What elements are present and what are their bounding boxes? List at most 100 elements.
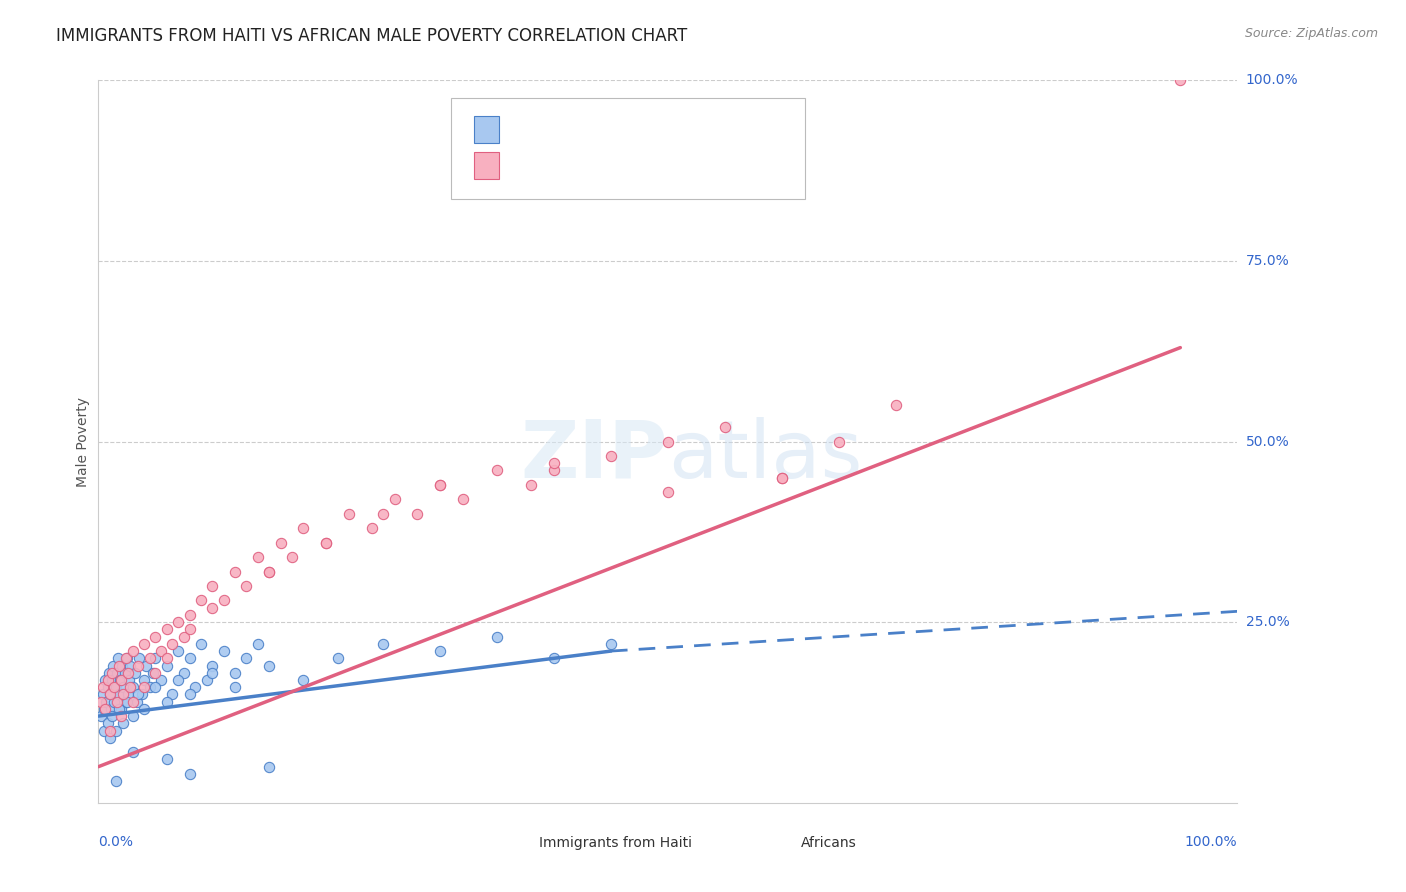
Point (451, 492, 474, 507)
Point (111, 658, 134, 673)
Point (600, 637, 623, 651)
Text: IMMIGRANTS FROM HAITI VS AFRICAN MALE POVERTY CORRELATION CHART: IMMIGRANTS FROM HAITI VS AFRICAN MALE PO… (56, 27, 688, 45)
Point (173, 665, 195, 680)
Text: Africans: Africans (801, 836, 856, 849)
Point (224, 565, 246, 579)
Point (770, 470, 793, 484)
Point (486, 463, 509, 477)
Point (167, 644, 190, 658)
Point (112, 687, 135, 701)
Point (96, 716, 118, 731)
Point (179, 623, 201, 637)
Point (96, 680, 118, 694)
Point (224, 680, 246, 694)
Point (120, 658, 142, 673)
Point (108, 702, 131, 716)
Text: 100.0%: 100.0% (1185, 835, 1237, 849)
Point (93, 723, 115, 738)
Y-axis label: Male Poverty: Male Poverty (76, 397, 90, 486)
Text: 75.0%: 75.0% (1246, 254, 1289, 268)
Point (110, 702, 132, 716)
Point (91, 680, 114, 694)
Point (190, 593, 212, 607)
Text: 25.0%: 25.0% (1246, 615, 1289, 629)
Point (543, 651, 565, 665)
Point (104, 680, 127, 694)
Point (371, 637, 394, 651)
FancyBboxPatch shape (759, 836, 792, 849)
Point (101, 709, 124, 723)
Point (235, 579, 257, 593)
Point (132, 680, 155, 694)
Point (212, 644, 235, 658)
FancyBboxPatch shape (474, 116, 499, 143)
Point (184, 680, 207, 694)
Point (117, 687, 139, 701)
Point (131, 687, 153, 701)
Point (145, 630, 167, 644)
Point (156, 658, 179, 673)
Point (121, 644, 143, 658)
Point (142, 665, 165, 680)
Point (110, 709, 132, 723)
Point (259, 760, 281, 774)
Point (1170, 73, 1192, 87)
Point (235, 651, 257, 665)
Point (173, 630, 195, 644)
Point (190, 637, 212, 651)
Point (103, 695, 125, 709)
Point (94, 673, 117, 687)
Point (406, 507, 429, 521)
Point (156, 623, 179, 637)
Point (315, 535, 337, 549)
Point (121, 680, 143, 694)
Point (103, 658, 125, 673)
Point (114, 695, 136, 709)
Point (98, 687, 121, 701)
Point (127, 695, 149, 709)
Point (600, 449, 623, 463)
Point (93, 702, 115, 716)
Point (156, 695, 179, 709)
Text: R =  0.161: R = 0.161 (513, 122, 605, 136)
Point (315, 535, 337, 549)
Point (138, 680, 160, 694)
Text: R = 0.607: R = 0.607 (513, 158, 595, 173)
Point (96, 673, 118, 687)
Point (91, 687, 114, 701)
Point (97, 665, 120, 680)
Point (156, 752, 179, 766)
Point (384, 492, 406, 507)
Point (884, 398, 907, 412)
Point (107, 651, 129, 665)
Point (96, 695, 118, 709)
Point (429, 478, 451, 492)
Point (121, 709, 143, 723)
Text: 0.0%: 0.0% (98, 835, 134, 849)
Point (120, 680, 142, 694)
Point (195, 673, 218, 687)
Point (179, 687, 201, 701)
Point (657, 434, 679, 449)
Point (110, 673, 132, 687)
Point (127, 687, 149, 701)
Point (281, 550, 304, 565)
Point (429, 478, 451, 492)
Point (114, 665, 136, 680)
Point (326, 651, 349, 665)
Point (98, 723, 121, 738)
Point (543, 456, 565, 470)
Point (90, 709, 112, 723)
Point (828, 434, 851, 449)
Point (292, 521, 315, 535)
Point (135, 658, 157, 673)
Point (657, 485, 679, 500)
Point (246, 550, 269, 565)
Point (128, 651, 150, 665)
Text: N = 80: N = 80 (644, 122, 699, 136)
Point (167, 673, 190, 687)
Point (179, 607, 201, 622)
FancyBboxPatch shape (451, 98, 804, 200)
Point (246, 637, 269, 651)
Point (543, 463, 565, 477)
